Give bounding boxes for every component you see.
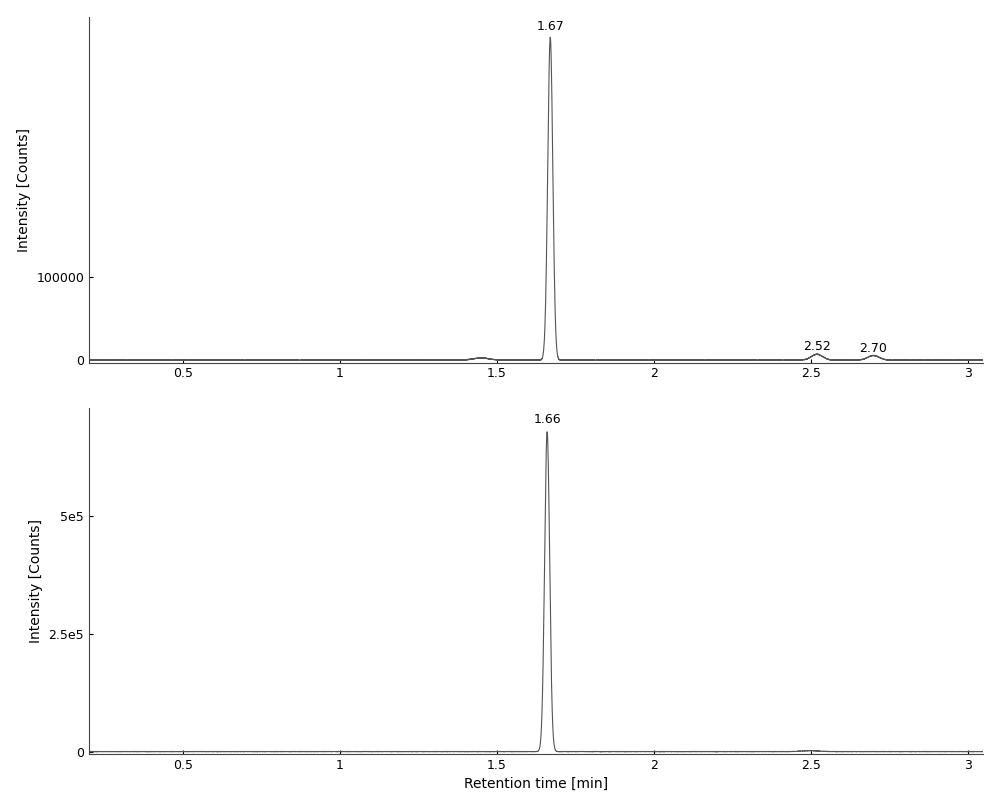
Y-axis label: Intensity [Counts]: Intensity [Counts] [17,128,31,251]
X-axis label: Retention time [min]: Retention time [min] [464,777,608,791]
Text: 2.70: 2.70 [860,342,887,355]
Y-axis label: Intensity [Counts]: Intensity [Counts] [29,519,43,643]
Text: 1.66: 1.66 [533,413,561,426]
Text: 1.67: 1.67 [536,19,564,32]
Text: 2.52: 2.52 [803,340,831,353]
